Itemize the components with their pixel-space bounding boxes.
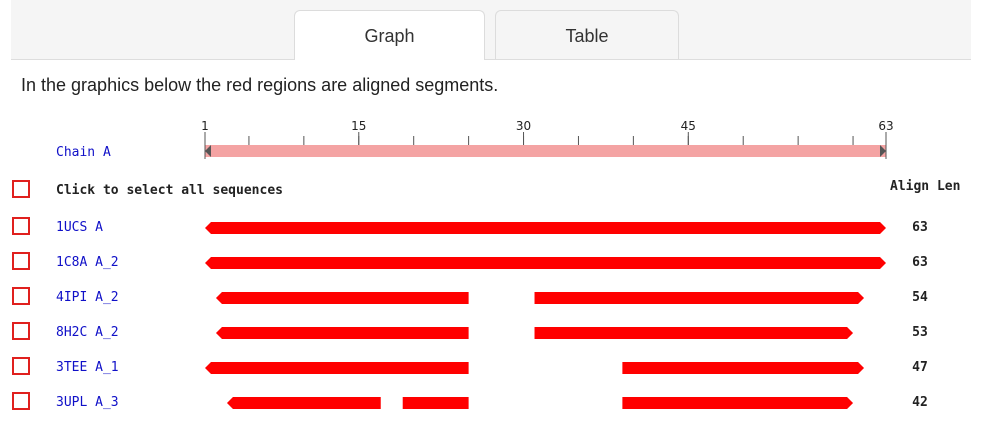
align-len-value: 63 (912, 255, 928, 270)
intro-text: In the graphics below the red regions ar… (21, 75, 499, 95)
select-all-checkbox[interactable] (12, 180, 30, 198)
ruler-tick-label: 15 (351, 119, 366, 133)
sequence-checkbox[interactable] (12, 287, 30, 305)
aligned-segment (215, 327, 469, 339)
sequence-checkbox[interactable] (12, 357, 30, 375)
align-len-value: 53 (912, 325, 928, 340)
aligned-segment (622, 397, 854, 409)
ruler-tick-label: 30 (516, 119, 531, 133)
sequence-name-link[interactable]: 3UPL A_3 (56, 395, 119, 410)
ruler-tick-label: 63 (878, 119, 893, 133)
ruler-bar (205, 145, 886, 157)
aligned-segment (622, 362, 865, 374)
aligned-segment (205, 362, 469, 374)
aligned-segment (215, 292, 469, 304)
sequence-name-link[interactable]: 8H2C A_2 (56, 325, 119, 340)
ruler-tick-label: 1 (201, 119, 209, 133)
sequence-checkbox[interactable] (12, 217, 30, 235)
ruler-right-cap (880, 145, 886, 157)
sequence-checkbox[interactable] (12, 322, 30, 340)
ruler-tick-label: 45 (681, 119, 696, 133)
select-all-label[interactable]: Click to select all sequences (56, 183, 283, 198)
aligned-segment (226, 397, 381, 409)
ruler-left-cap (205, 145, 211, 157)
sequence-name-link[interactable]: 1C8A A_2 (56, 255, 119, 270)
aligned-segment (402, 397, 469, 409)
aligned-segment (534, 292, 865, 304)
align-len-value: 63 (912, 220, 928, 235)
sequence-name-link[interactable]: 1UCS A (56, 220, 103, 235)
sequence-checkbox[interactable] (12, 252, 30, 270)
sequence-name-link[interactable]: 3TEE A_1 (56, 360, 119, 375)
view-tab-bar: Graph Table (11, 0, 971, 60)
align-len-header: Align Len (890, 179, 961, 194)
sequence-checkbox[interactable] (12, 392, 30, 410)
align-len-value: 47 (912, 360, 928, 375)
aligned-segment (534, 327, 854, 339)
sequence-name-link[interactable]: 4IPI A_2 (56, 290, 119, 305)
aligned-segment (205, 257, 886, 269)
tab-table[interactable]: Table (495, 10, 679, 59)
tab-graph[interactable]: Graph (294, 10, 485, 60)
aligned-segment (205, 222, 886, 234)
align-len-value: 54 (912, 290, 928, 305)
chain-label: Chain A (56, 145, 111, 160)
align-len-value: 42 (912, 395, 928, 410)
